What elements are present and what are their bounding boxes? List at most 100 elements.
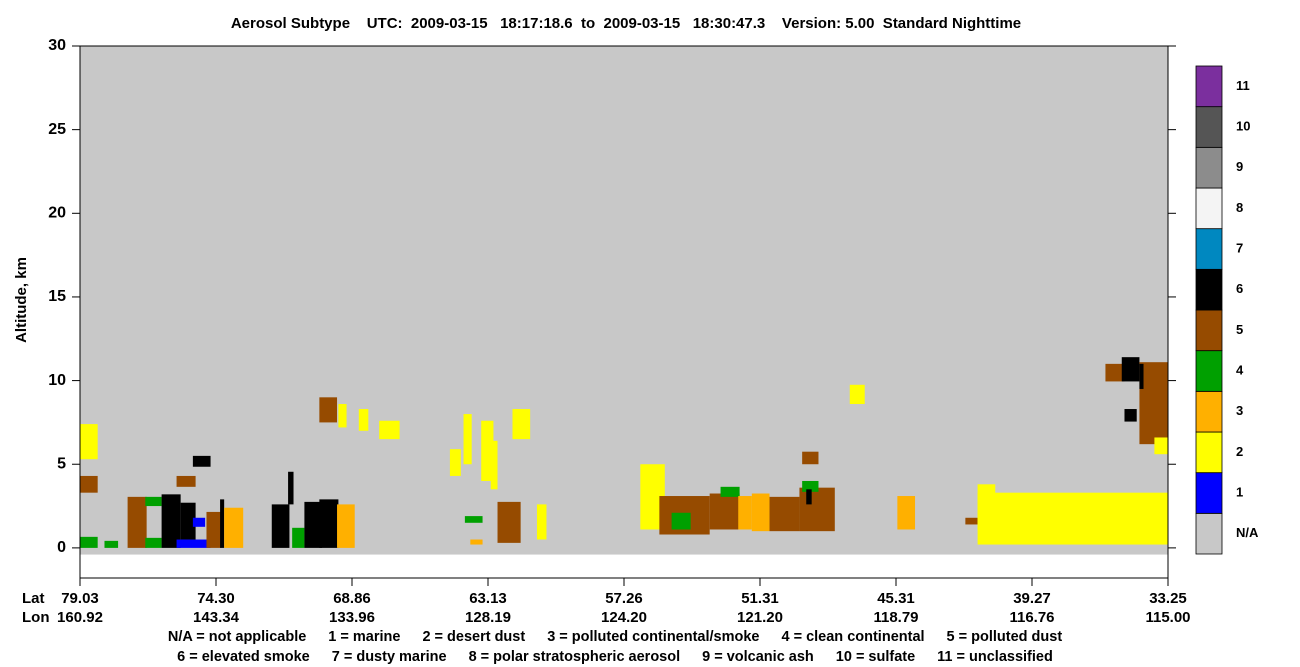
y-tick-label: 5	[57, 455, 66, 472]
legend-note: 2 = desert dust	[422, 629, 526, 645]
aerosol-region	[80, 536, 98, 548]
y-tick-label: 15	[48, 288, 66, 305]
y-axis-label: Altitude, km	[13, 257, 30, 343]
colorbar-swatch	[1195, 512, 1223, 555]
aerosol-region	[271, 504, 290, 548]
colorbar-swatch	[1195, 228, 1223, 270]
aerosol-region	[799, 487, 835, 532]
y-tick-label: 20	[48, 205, 66, 222]
x-tick-label-lon: 133.96	[329, 609, 375, 626]
aerosol-region	[464, 516, 483, 523]
legend-note: 11 = unclassified	[937, 649, 1053, 665]
aerosol-region	[977, 492, 1168, 545]
colorbar-label: 6	[1236, 281, 1243, 296]
aerosol-region	[709, 493, 740, 530]
colorbar-label: 3	[1236, 403, 1243, 418]
notes-row: N/A = not applicable 1 = marine 2 = desert…	[0, 629, 1230, 645]
aerosol-region	[512, 409, 531, 440]
x-tick-label: 68.86	[333, 590, 371, 607]
colorbar-label: 9	[1236, 159, 1243, 174]
x-tick-label: 39.27	[1013, 590, 1051, 607]
x-tick-label: 79.03	[61, 590, 99, 607]
colorbar-swatch	[1195, 65, 1223, 108]
x-tick-label: 45.31	[877, 590, 915, 607]
colorbar-label: 1	[1236, 484, 1243, 499]
aerosol-region	[337, 504, 355, 548]
colorbar-label: N/A	[1236, 525, 1259, 540]
aerosol-region	[379, 420, 400, 440]
legend-note: 5 = polluted dust	[946, 629, 1063, 645]
aerosol-region	[1124, 409, 1137, 422]
x-tick-label-lon: 143.34	[193, 609, 240, 626]
x-tick-label-lon: 115.00	[1145, 609, 1190, 626]
aerosol-region	[1154, 437, 1168, 455]
legend-note: 4 = clean continental	[781, 629, 925, 645]
aerosol-region	[897, 496, 916, 530]
aerosol-region	[849, 384, 865, 405]
x-tick-label-lon: 116.76	[1009, 609, 1054, 626]
aerosol-region	[463, 414, 472, 465]
legend-note: 10 = sulfate	[835, 649, 916, 665]
aerosol-region	[358, 409, 369, 431]
aerosol-region	[224, 507, 244, 548]
x-tick-label: 51.31	[741, 590, 779, 607]
aerosol-region	[497, 501, 521, 543]
aerosol-region	[127, 496, 147, 548]
x-row-label: Lon	[22, 609, 50, 626]
x-tick-label-lon: 124.20	[601, 609, 647, 626]
aerosol-region	[80, 46, 1168, 555]
aerosol-region	[206, 511, 222, 548]
chart-title: Aerosol Subtype UTC: 2009-03-15 18:17:18…	[231, 15, 1021, 32]
y-tick-label: 25	[48, 121, 66, 138]
colorbar-swatch	[1195, 187, 1223, 230]
aerosol-region	[470, 539, 483, 545]
colorbar-label: 7	[1236, 240, 1243, 255]
colorbar-swatch	[1195, 431, 1223, 474]
aerosol-region	[192, 455, 211, 467]
aerosol-region	[536, 504, 547, 540]
legend-note: 6 = elevated smoke	[177, 649, 310, 665]
x-tick-label-lon: 118.79	[873, 609, 918, 626]
aerosol-region	[180, 502, 196, 540]
aerosol-region	[319, 499, 339, 548]
colorbar-label: 5	[1236, 322, 1243, 337]
colorbar-swatch	[1195, 390, 1223, 433]
aerosol-region	[802, 480, 819, 492]
aerosol-region	[965, 517, 978, 525]
colorbar-swatch	[1195, 472, 1223, 514]
plot-area	[80, 46, 1168, 555]
notes-row: 6 = elevated smoke 7 = dusty marine 8 = po…	[0, 649, 1230, 665]
aerosol-region	[161, 494, 181, 548]
aerosol-region	[288, 471, 294, 505]
aerosol-region	[806, 489, 812, 505]
x-tick-label-lon: 160.92	[57, 609, 103, 626]
legend-note: 1 = marine	[328, 629, 401, 645]
x-tick-label: 63.13	[469, 590, 507, 607]
aerosol-region	[176, 475, 196, 487]
legend-note: 9 = volcanic ash	[702, 649, 814, 665]
x-tick-label: 33.25	[1149, 590, 1187, 607]
colorbar-label: 10	[1236, 118, 1250, 133]
legend-note: 8 = polar stratospheric aerosol	[468, 649, 681, 665]
colorbar-label: 8	[1236, 200, 1243, 215]
aerosol-region	[977, 484, 996, 530]
y-tick-label: 0	[57, 539, 66, 556]
aerosol-region	[192, 517, 206, 527]
aerosol-region	[802, 451, 819, 465]
legend-note: 7 = dusty marine	[331, 649, 447, 665]
aerosol-region	[481, 420, 494, 481]
aerosol-region	[304, 501, 323, 548]
colorbar-swatch	[1195, 106, 1223, 148]
colorbar-swatch	[1195, 146, 1223, 189]
aerosol-region	[220, 499, 225, 548]
legend-note: 3 = polluted continental/smoke	[547, 629, 760, 645]
aerosol-region	[80, 424, 98, 460]
x-tick-label-lon: 128.19	[465, 609, 511, 626]
aerosol-region	[490, 440, 498, 490]
aerosol-region	[292, 527, 305, 548]
aerosol-region	[145, 496, 162, 507]
aerosol-region	[104, 540, 119, 548]
aerosol-region	[176, 539, 211, 548]
